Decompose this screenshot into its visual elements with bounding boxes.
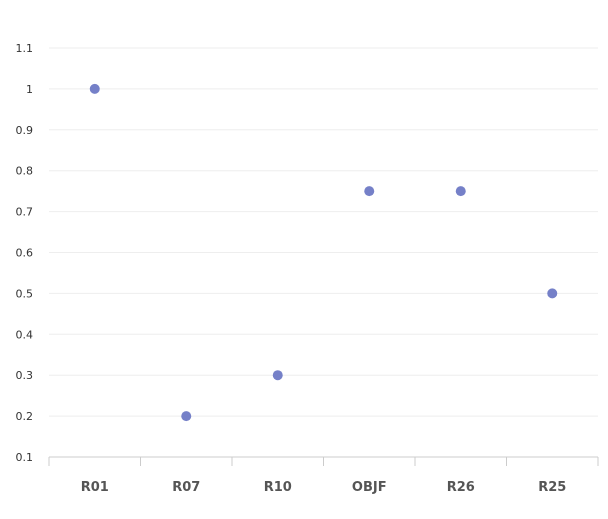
x-tick-label: R26 <box>447 480 475 495</box>
x-tick-label: R01 <box>81 480 109 495</box>
data-point[interactable] <box>455 186 466 197</box>
y-axis: 0.1 0.2 0.3 0.4 0.5 0.6 0.7 0.8 0.9 1 1.1 <box>16 42 34 464</box>
y-tick-label: 0.1 <box>16 451 34 464</box>
data-point[interactable] <box>547 288 558 299</box>
y-tick-label: 0.2 <box>16 410 34 423</box>
x-axis: R01 R07 R10 OBJF R26 R25 <box>48 456 599 495</box>
y-tick-label: 1 <box>26 83 33 96</box>
y-tick-label: 0.6 <box>16 247 34 260</box>
data-points <box>89 83 558 422</box>
y-tick-label: 1.1 <box>16 42 34 55</box>
x-tick-label: R10 <box>264 480 292 495</box>
y-tick-label: 0.8 <box>16 165 34 178</box>
y-tick-label: 0.3 <box>16 369 34 382</box>
data-point[interactable] <box>181 411 192 422</box>
x-tick-label: R07 <box>172 480 200 495</box>
data-point[interactable] <box>364 186 375 197</box>
data-point[interactable] <box>272 370 283 381</box>
x-tick-label: OBJF <box>352 480 387 495</box>
y-tick-label: 0.9 <box>16 124 34 137</box>
y-tick-label: 0.4 <box>16 328 34 341</box>
data-point[interactable] <box>89 83 100 94</box>
y-tick-label: 0.5 <box>16 287 34 300</box>
grid-lines <box>49 47 598 417</box>
x-tick-label: R25 <box>538 480 566 495</box>
y-tick-label: 0.7 <box>16 206 34 219</box>
